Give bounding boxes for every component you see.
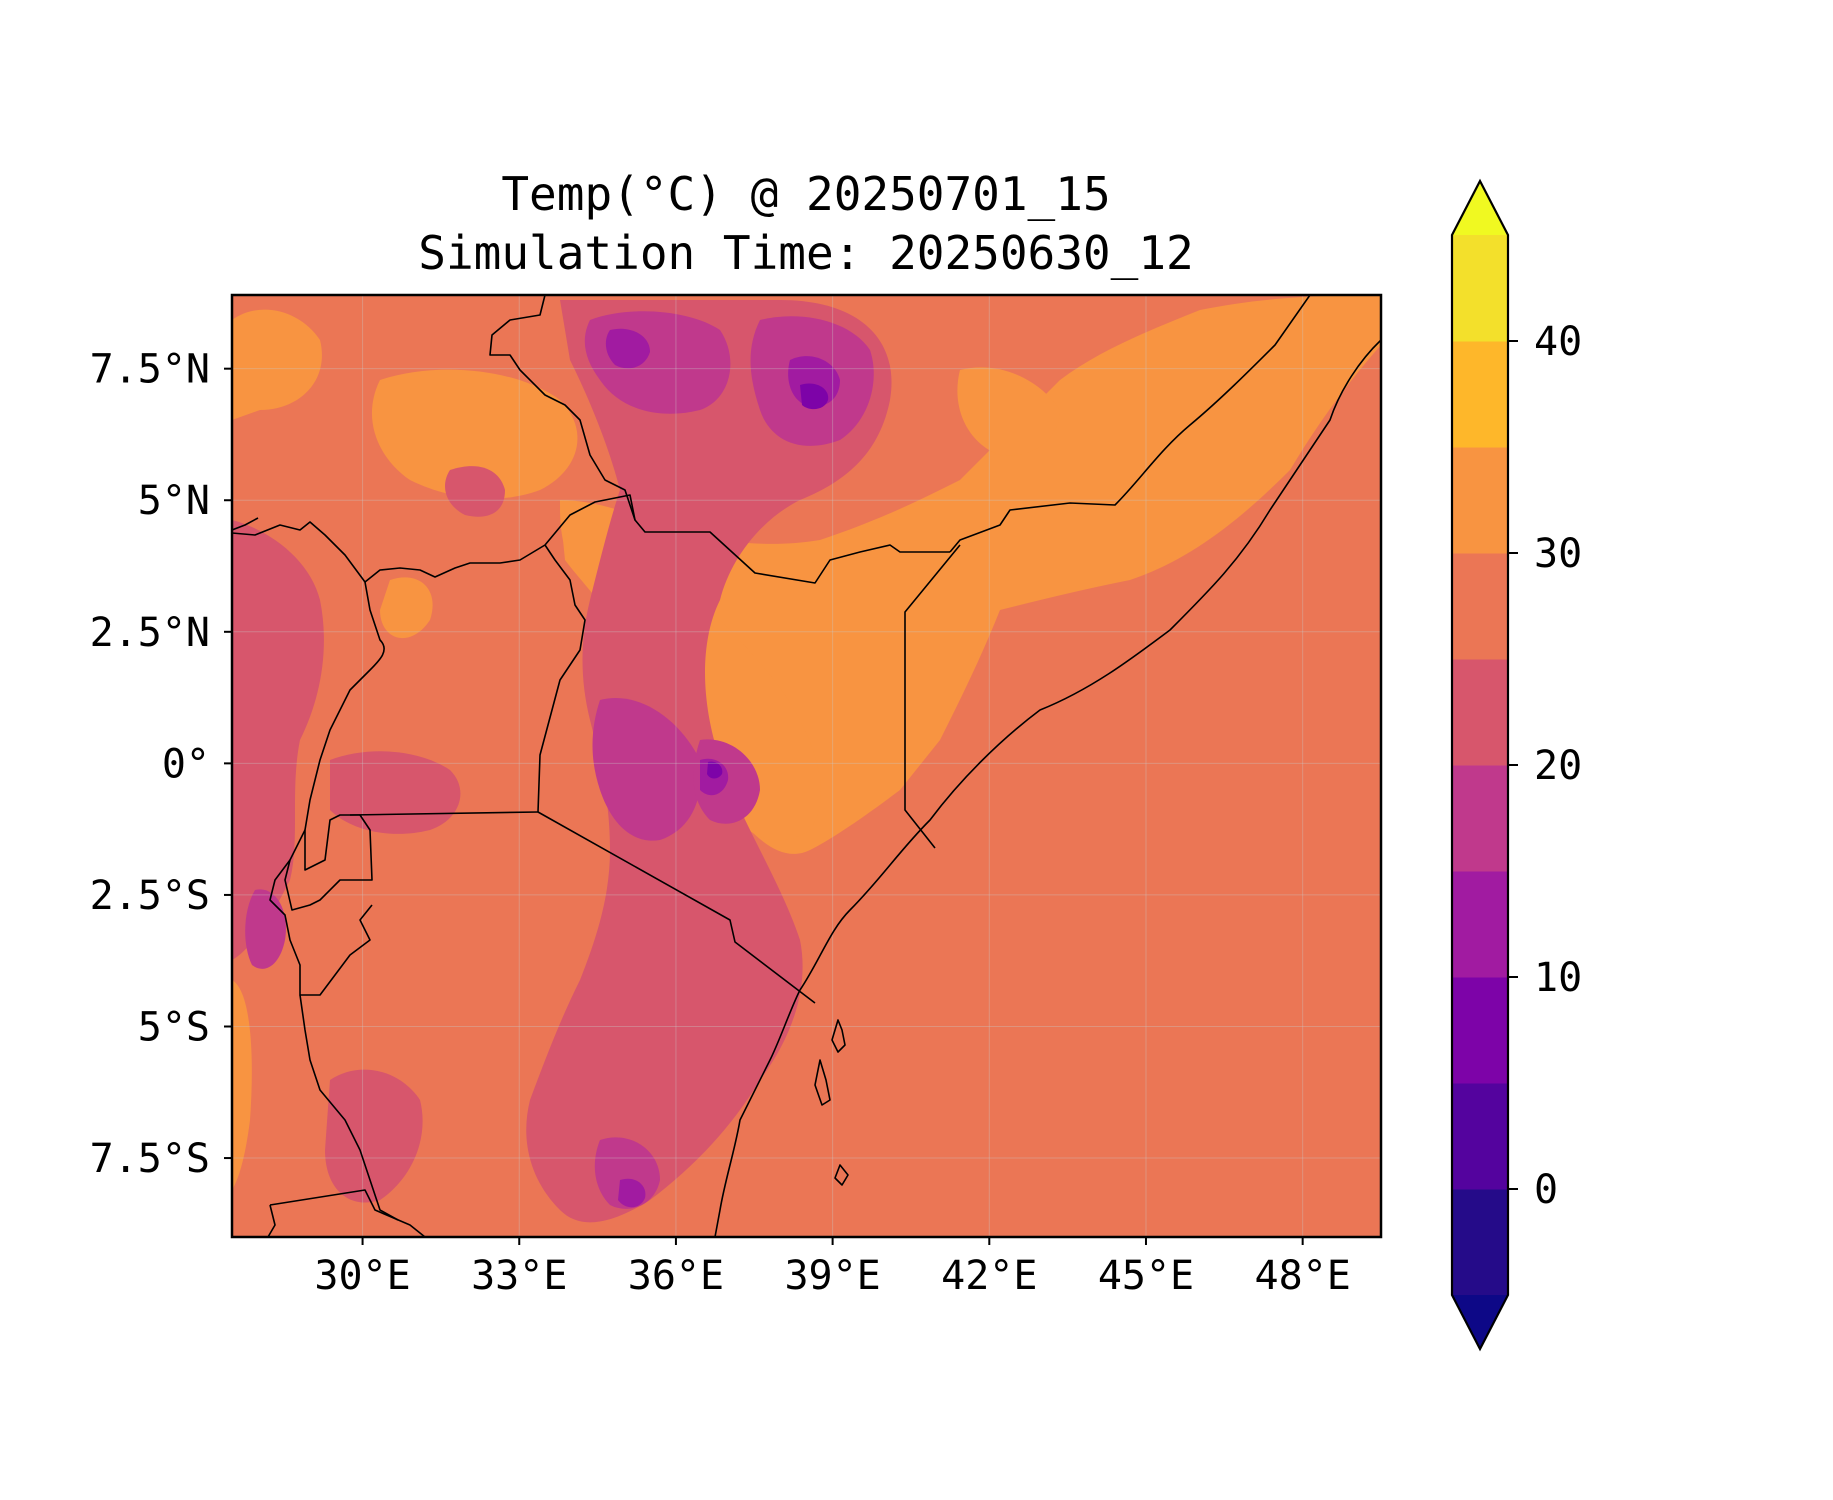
border-somalia-ethiopia xyxy=(949,295,1311,553)
colorbar-segment xyxy=(1452,765,1508,872)
border-kenya-somalia xyxy=(904,544,961,849)
island-mafia xyxy=(834,1164,849,1186)
colorbar-segment xyxy=(1452,1189,1508,1296)
colorbar-segment xyxy=(1452,553,1508,660)
y-tick-label: 7.5°S xyxy=(90,1136,210,1182)
border-uganda-tanzania xyxy=(349,811,539,816)
colorbar-segment xyxy=(1452,447,1508,554)
title-line-1: Temp(°C) @ 20250701_15 xyxy=(501,167,1110,221)
border-car-south-sudan xyxy=(232,517,259,531)
border-drc-south-sudan xyxy=(232,521,366,583)
colorbar-extend-over xyxy=(1452,181,1508,235)
x-tick-label: 48°E xyxy=(1254,1253,1350,1299)
border-ethiopia-kenya xyxy=(544,494,950,584)
colorbar-segment xyxy=(1452,659,1508,766)
x-tick-label: 36°E xyxy=(628,1253,724,1299)
y-axis: 7.5°N 5°N 2.5°N 0° 2.5°S 5°S 7.5°S xyxy=(90,347,232,1182)
colorbar-extend-under xyxy=(1452,1295,1508,1349)
country-borders xyxy=(232,295,1381,1237)
border-kenya-uganda xyxy=(537,544,586,813)
map-frame xyxy=(230,293,1383,1239)
x-tick-label: 45°E xyxy=(1098,1253,1194,1299)
colorbar-tick-label: 10 xyxy=(1534,955,1582,1001)
y-tick-label: 2.5°S xyxy=(90,873,210,919)
island-zanzibar xyxy=(831,1019,846,1053)
x-tick-label: 42°E xyxy=(941,1253,1037,1299)
colorbar-segment xyxy=(1452,235,1508,342)
y-tick-label: 5°N xyxy=(138,478,210,524)
y-tick-label: 0° xyxy=(162,741,210,787)
border-rwanda-burundi xyxy=(284,814,373,911)
border-drc-uganda xyxy=(304,581,385,871)
border-south-sudan-uganda xyxy=(364,544,546,583)
colorbar-tick-label: 30 xyxy=(1534,531,1582,577)
colorbar-outline xyxy=(1450,178,1510,1352)
y-tick-label: 7.5°N xyxy=(90,347,210,393)
border-south-sudan-ethiopia xyxy=(489,295,636,521)
colorbar-tick-label: 0 xyxy=(1534,1167,1558,1213)
x-tick-label: 39°E xyxy=(784,1253,880,1299)
border-bottom-left xyxy=(267,1204,276,1237)
colorbar-segment xyxy=(1452,977,1508,1084)
temperature-map xyxy=(232,295,1381,1237)
colorbar-segment xyxy=(1452,871,1508,978)
y-tick-label: 5°S xyxy=(138,1004,210,1050)
colorbar-tick-label: 20 xyxy=(1534,743,1582,789)
border-zambia xyxy=(269,1189,426,1237)
colorbar: 0 10 20 30 40 xyxy=(1450,178,1582,1352)
island-pemba xyxy=(814,1059,831,1106)
x-tick-label: 30°E xyxy=(314,1253,410,1299)
x-tick-label: 33°E xyxy=(471,1253,567,1299)
border-drc-tanzania xyxy=(299,994,399,1221)
title-line-2: Simulation Time: 20250630_12 xyxy=(418,226,1193,280)
coastline xyxy=(714,339,1381,1237)
extreme-cold-spots xyxy=(707,383,829,779)
border-kenya-tanzania xyxy=(537,811,816,1004)
x-axis: 30°E 33°E 36°E 39°E 42°E 45°E 48°E xyxy=(314,1237,1351,1299)
colorbar-tick-label: 40 xyxy=(1534,319,1582,365)
colorbar-segment xyxy=(1452,1083,1508,1190)
y-tick-label: 2.5°N xyxy=(90,610,210,656)
gridlines xyxy=(232,295,1381,1237)
colorbar-segment xyxy=(1452,341,1508,448)
